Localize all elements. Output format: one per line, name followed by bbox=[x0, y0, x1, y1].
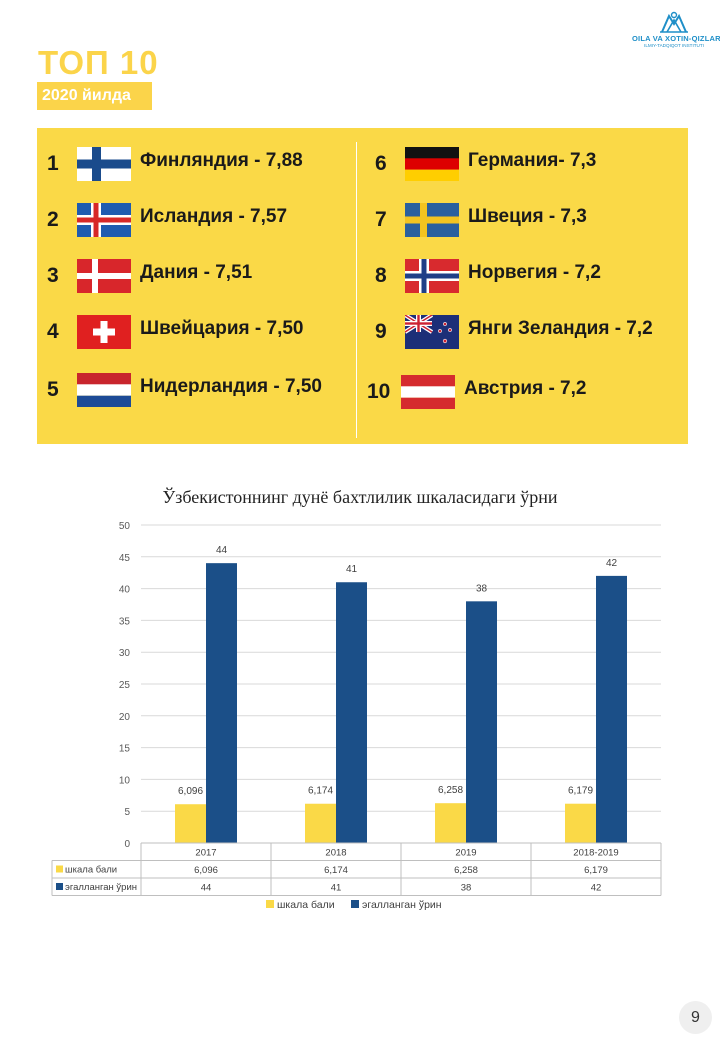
rank-number: 10 bbox=[367, 380, 391, 403]
rank-label: Исландия - 7,57 bbox=[140, 206, 288, 227]
norway-flag-icon bbox=[405, 259, 459, 293]
column-divider bbox=[356, 142, 357, 438]
rank-label: Янги Зеландия - 7,2 bbox=[468, 318, 653, 339]
iceland-flag-icon bbox=[77, 203, 131, 237]
sweden-flag-icon bbox=[405, 203, 459, 237]
table-cell: 38 bbox=[461, 883, 472, 894]
y-tick-label: 30 bbox=[119, 648, 131, 659]
y-tick-label: 25 bbox=[119, 680, 131, 691]
data-label: 38 bbox=[476, 583, 488, 594]
finland-flag-icon bbox=[77, 147, 131, 181]
y-tick-label: 15 bbox=[119, 744, 131, 755]
logo-text: OILA VA XOTIN-QIZLAR bbox=[632, 34, 720, 43]
data-label: 6,096 bbox=[178, 786, 203, 797]
page-title: ТОП 10 bbox=[38, 44, 159, 81]
rank-label: Швейцария - 7,50 bbox=[140, 318, 304, 339]
institute-logo: OILA VA XOTIN-QIZLAR ILMIY-TADQIQOT INST… bbox=[632, 10, 720, 60]
legend-label: шкала бали bbox=[277, 899, 335, 911]
netherlands-flag-icon bbox=[77, 373, 131, 407]
data-label: 6,179 bbox=[568, 786, 593, 797]
y-tick-label: 50 bbox=[119, 521, 131, 532]
table-series-name: шкала бали bbox=[65, 865, 117, 876]
rank-label: Швеция - 7,3 bbox=[468, 206, 587, 227]
bar-rank bbox=[206, 563, 237, 843]
bar-score bbox=[175, 804, 206, 843]
rank-label: Германия- 7,3 bbox=[468, 150, 597, 171]
chart-title: Ўзбекистоннинг дунё бахтлилик шкаласидаг… bbox=[162, 487, 558, 507]
rank-number: 2 bbox=[47, 208, 59, 231]
y-tick-label: 20 bbox=[119, 712, 131, 723]
y-tick-label: 10 bbox=[119, 775, 131, 786]
rank-number: 5 bbox=[47, 378, 59, 401]
x-tick-label: 2019 bbox=[455, 848, 476, 859]
rank-label: Норвегия - 7,2 bbox=[468, 262, 601, 283]
x-tick-label: 2017 bbox=[195, 848, 216, 859]
denmark-flag-icon bbox=[77, 259, 131, 293]
bar-score bbox=[435, 803, 466, 843]
y-tick-label: 45 bbox=[119, 553, 131, 564]
data-label: 41 bbox=[346, 564, 358, 575]
y-tick-label: 35 bbox=[119, 616, 131, 627]
table-cell: 44 bbox=[201, 883, 212, 894]
rank-number: 9 bbox=[375, 320, 387, 343]
legend-key bbox=[56, 865, 63, 873]
rank-label: Дания - 7,51 bbox=[140, 262, 253, 283]
y-tick-label: 5 bbox=[124, 807, 130, 818]
rank-label: Финляндия - 7,88 bbox=[140, 150, 303, 171]
logo-subtext: ILMIY-TADQIQOT INSTITUTI bbox=[644, 43, 704, 48]
legend-key bbox=[56, 883, 63, 890]
bar-rank bbox=[336, 582, 367, 843]
table-cell: 42 bbox=[591, 883, 602, 894]
x-tick-label: 2018 bbox=[325, 848, 346, 859]
table-cell: 6,096 bbox=[194, 865, 218, 876]
legend-swatch bbox=[266, 900, 274, 908]
legend-label: эгалланган ўрин bbox=[362, 899, 442, 911]
table-cell: 6,258 bbox=[454, 865, 478, 876]
germany-flag-icon bbox=[405, 147, 459, 181]
new-zealand-flag-icon bbox=[405, 315, 459, 349]
legend-swatch bbox=[351, 900, 359, 908]
logo-emblem-icon bbox=[660, 11, 688, 33]
rank-number: 4 bbox=[47, 320, 59, 343]
rank-number: 1 bbox=[47, 152, 59, 175]
data-label: 44 bbox=[216, 545, 228, 556]
table-series-name: эгалланган ўрин bbox=[65, 882, 137, 893]
rank-number: 6 bbox=[375, 152, 387, 175]
rank-label: Австрия - 7,2 bbox=[464, 378, 587, 399]
y-tick-label: 40 bbox=[119, 585, 131, 596]
page-number: 9 bbox=[679, 1001, 712, 1034]
bar-rank bbox=[466, 601, 497, 843]
rank-number: 3 bbox=[47, 264, 59, 287]
y-tick-label: 0 bbox=[124, 839, 130, 850]
bar-score bbox=[565, 803, 596, 843]
data-label: 6,174 bbox=[308, 786, 333, 797]
data-label: 42 bbox=[606, 558, 618, 569]
table-cell: 6,179 bbox=[584, 865, 608, 876]
table-cell: 6,174 bbox=[324, 865, 348, 876]
year-badge: 2020 йилда bbox=[37, 82, 152, 110]
bar-score bbox=[305, 803, 336, 843]
austria-flag-icon bbox=[401, 375, 455, 409]
switzerland-flag-icon bbox=[77, 315, 131, 349]
bar-rank bbox=[596, 575, 627, 843]
rank-number: 7 bbox=[375, 208, 387, 231]
rankings-panel: 1 Финляндия - 7,88 2 Исландия - 7,57 3 Д… bbox=[37, 128, 688, 444]
happiness-bar-chart: 0 5 10 15 20 25 30 35 40 45 50 6,096 44 6,174 41 6,258 3… bbox=[51, 521, 662, 911]
data-label: 6,258 bbox=[438, 785, 463, 796]
rank-number: 8 bbox=[375, 264, 387, 287]
x-tick-label: 2018-2019 bbox=[573, 848, 618, 859]
rank-label: Нидерландия - 7,50 bbox=[140, 376, 322, 397]
table-cell: 41 bbox=[331, 883, 342, 894]
